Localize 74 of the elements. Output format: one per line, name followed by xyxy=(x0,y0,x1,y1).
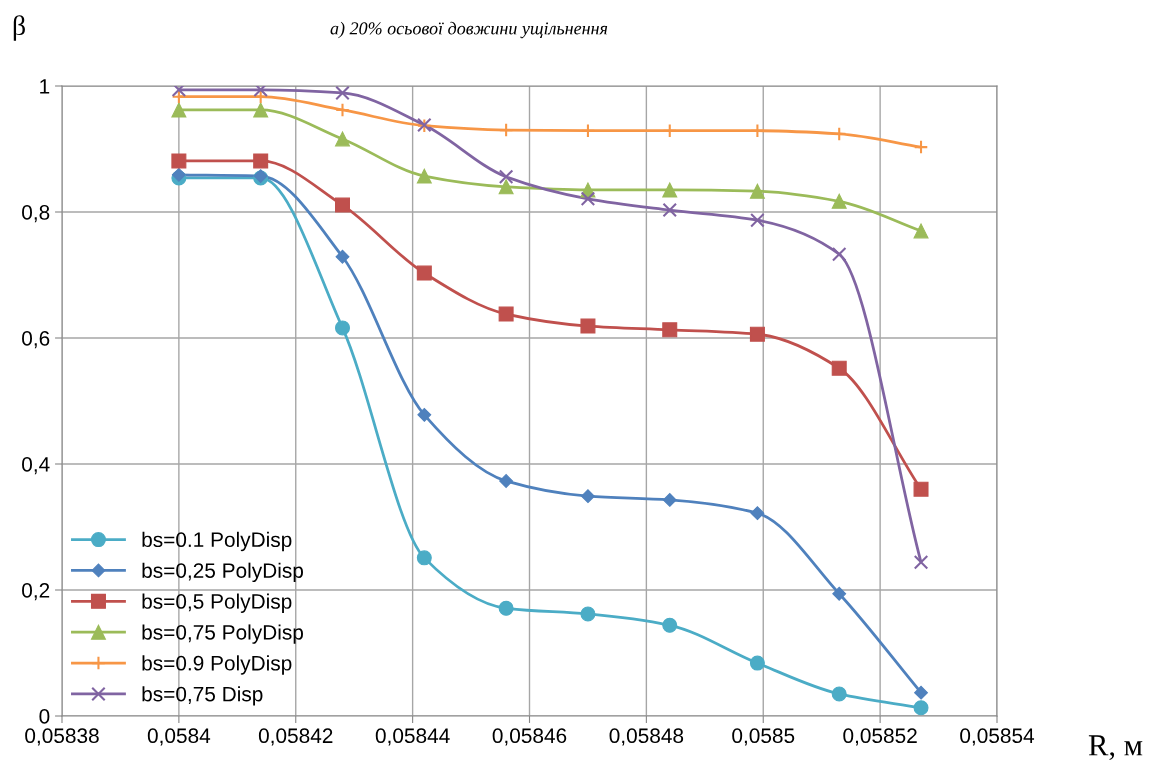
point xyxy=(498,306,514,322)
y-tick-label: 1 xyxy=(40,79,50,94)
point xyxy=(913,223,929,239)
point xyxy=(335,249,350,264)
y-tick-label: 0,2 xyxy=(22,583,50,601)
legend-label: bs=0,75 PolyDisp xyxy=(142,624,303,644)
x-tick-label: 0,05838 xyxy=(25,728,99,746)
y-tick-label: 0,4 xyxy=(22,457,50,475)
legend-label: bs=0,25 PolyDisp xyxy=(142,562,303,583)
point xyxy=(913,139,929,155)
point xyxy=(499,474,514,488)
point xyxy=(662,202,678,218)
point xyxy=(750,212,765,228)
point xyxy=(831,360,847,376)
chart-title: а) 20% осьової довжини ущільнення xyxy=(330,21,608,39)
point xyxy=(831,126,847,142)
point xyxy=(662,322,678,338)
point xyxy=(831,246,847,262)
x-tick-label: 0,0584 xyxy=(147,728,211,746)
point xyxy=(749,326,765,342)
x-tick-label: 0,05852 xyxy=(843,728,917,746)
y-axis-title: β xyxy=(13,15,25,41)
point xyxy=(417,407,432,422)
point xyxy=(662,492,677,507)
point xyxy=(580,123,596,139)
legend-label: bs=0,75 Disp xyxy=(142,686,263,706)
point xyxy=(498,179,514,195)
point xyxy=(580,191,596,207)
point xyxy=(335,86,350,101)
point xyxy=(171,167,186,182)
legend-label: bs=0,5 PolyDisp xyxy=(142,593,292,613)
point xyxy=(580,606,596,622)
point xyxy=(253,102,269,118)
point xyxy=(416,168,432,184)
point xyxy=(580,318,596,334)
point xyxy=(335,131,350,147)
point xyxy=(498,122,514,138)
point xyxy=(416,265,432,281)
point xyxy=(335,102,350,118)
point xyxy=(914,685,928,700)
y-tick-label: 0 xyxy=(39,709,50,724)
point xyxy=(749,183,765,199)
point xyxy=(750,123,765,139)
point xyxy=(335,197,350,213)
x-tick-label: 0,05842 xyxy=(258,728,333,746)
point xyxy=(831,193,847,209)
point xyxy=(662,617,678,633)
y-tick-label: 0,8 xyxy=(22,205,50,223)
point xyxy=(171,102,187,118)
legend-label: bs=0.1 PolyDisp xyxy=(142,531,292,552)
point xyxy=(171,153,187,169)
point xyxy=(749,655,765,671)
point xyxy=(831,686,847,702)
x-tick-label: 0,0585 xyxy=(732,728,795,746)
point xyxy=(750,506,765,521)
point xyxy=(913,554,929,570)
x-tick-label: 0,05844 xyxy=(375,728,450,746)
point xyxy=(580,489,595,504)
point xyxy=(913,700,929,716)
point xyxy=(662,182,678,198)
x-axis-title: R, м xyxy=(1088,735,1143,761)
legend-label: bs=0.9 PolyDisp xyxy=(142,655,292,675)
x-tick-label: 0,05848 xyxy=(609,728,684,746)
point xyxy=(498,169,514,185)
point xyxy=(662,123,678,139)
point xyxy=(335,320,350,336)
x-tick-label: 0,05846 xyxy=(492,728,567,746)
point xyxy=(913,481,929,497)
x-tick-label: 0,05854 xyxy=(960,728,1035,746)
point xyxy=(253,153,269,169)
point xyxy=(416,550,432,566)
point xyxy=(832,586,847,601)
y-tick-label: 0,6 xyxy=(22,331,50,349)
point xyxy=(498,600,514,616)
